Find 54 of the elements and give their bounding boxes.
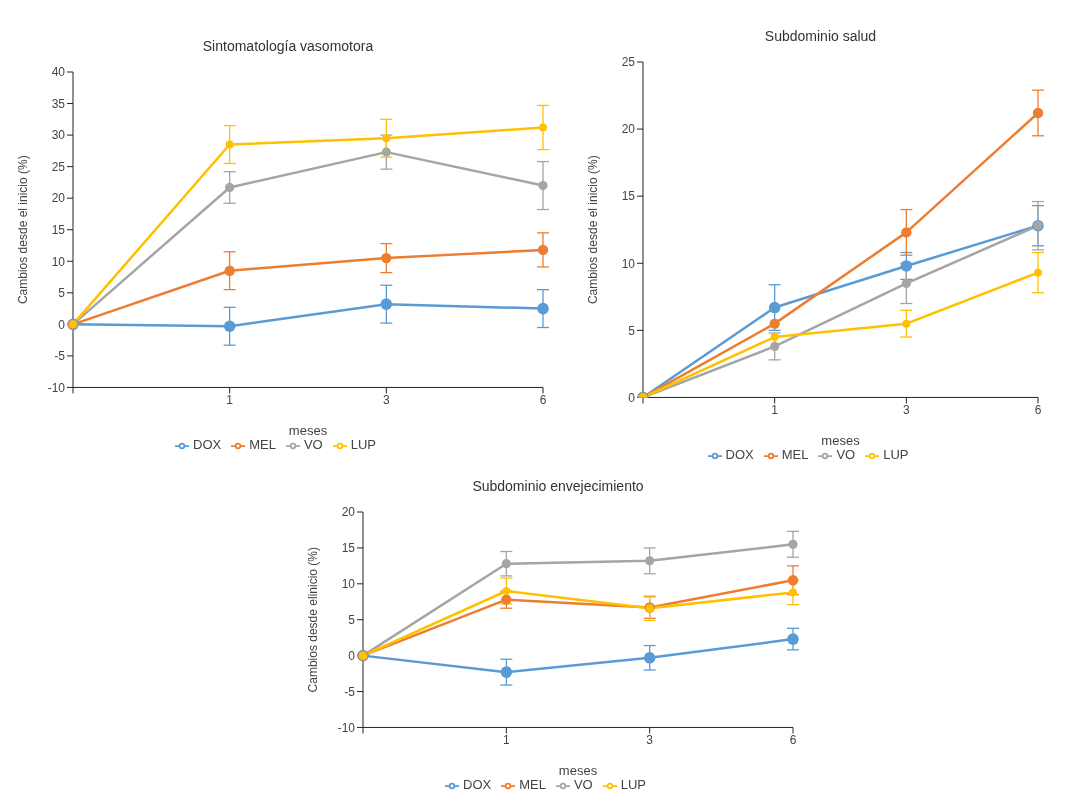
x-axis-title: meses — [288, 423, 328, 439]
legend-label: DOX — [193, 437, 222, 453]
y-tick-label: 25 — [621, 55, 636, 70]
x-tick-label: 1 — [226, 392, 234, 407]
chart-title: Subdominio envejecimiento — [471, 478, 645, 496]
y-tick-label: 30 — [51, 128, 66, 143]
y-tick-label: 0 — [628, 390, 636, 405]
y-tick-label: 40 — [51, 65, 66, 80]
y-tick-label: 15 — [341, 541, 356, 556]
legend-label: DOX — [725, 447, 754, 463]
y-axis-title: Cambios desde elinicio (%) — [306, 547, 321, 693]
x-tick-label: 6 — [539, 392, 547, 407]
x-tick-label: 6 — [1034, 402, 1042, 417]
y-tick-label: 10 — [341, 577, 356, 592]
y-tick-label: -10 — [337, 720, 356, 735]
y-tick-label: 15 — [51, 222, 66, 237]
x-axis-title: meses — [558, 763, 598, 779]
y-tick-label: 0 — [348, 648, 356, 663]
x-tick-label: 3 — [382, 392, 390, 407]
legend-label: LUP — [350, 437, 376, 453]
y-tick-label: 20 — [341, 505, 356, 520]
x-tick-label: 1 — [502, 732, 510, 747]
x-tick-label: 3 — [646, 732, 654, 747]
y-tick-label: 0 — [58, 317, 66, 332]
legend-label: VO — [303, 437, 323, 453]
x-axis-title: meses — [821, 433, 861, 449]
y-tick-label: 20 — [51, 191, 66, 206]
y-tick-label: -5 — [344, 684, 356, 699]
y-tick-label: 10 — [621, 256, 636, 271]
y-tick-label: 5 — [628, 323, 636, 338]
y-tick-label: -5 — [54, 349, 66, 364]
y-tick-label: -10 — [47, 380, 66, 395]
legend-label: VO — [573, 777, 593, 793]
legend-label: DOX — [463, 777, 492, 793]
y-tick-label: 5 — [58, 286, 66, 301]
y-tick-label: 35 — [51, 96, 66, 111]
y-tick-label: 15 — [621, 189, 636, 204]
chart-title: Subdominio salud — [763, 28, 878, 46]
x-tick-label: 3 — [902, 402, 910, 417]
legend-label: LUP — [883, 447, 909, 463]
y-tick-label: 10 — [51, 254, 66, 269]
legend-label: MEL — [249, 437, 276, 453]
y-axis-title: Cambios desde el inicio (%) — [586, 155, 601, 305]
legend-label: VO — [836, 447, 856, 463]
x-tick-label: 1 — [771, 402, 779, 417]
chart-title: Sintomatología vasomotora — [201, 38, 375, 56]
legend-label: MEL — [519, 777, 546, 793]
legend-label: LUP — [620, 777, 646, 793]
y-axis-title: Cambios desde el inicio (%) — [16, 155, 31, 305]
y-tick-label: 20 — [621, 122, 636, 137]
y-tick-label: 25 — [51, 159, 66, 174]
y-tick-label: 5 — [348, 612, 356, 627]
x-tick-label: 6 — [789, 732, 797, 747]
legend-label: MEL — [781, 447, 809, 463]
